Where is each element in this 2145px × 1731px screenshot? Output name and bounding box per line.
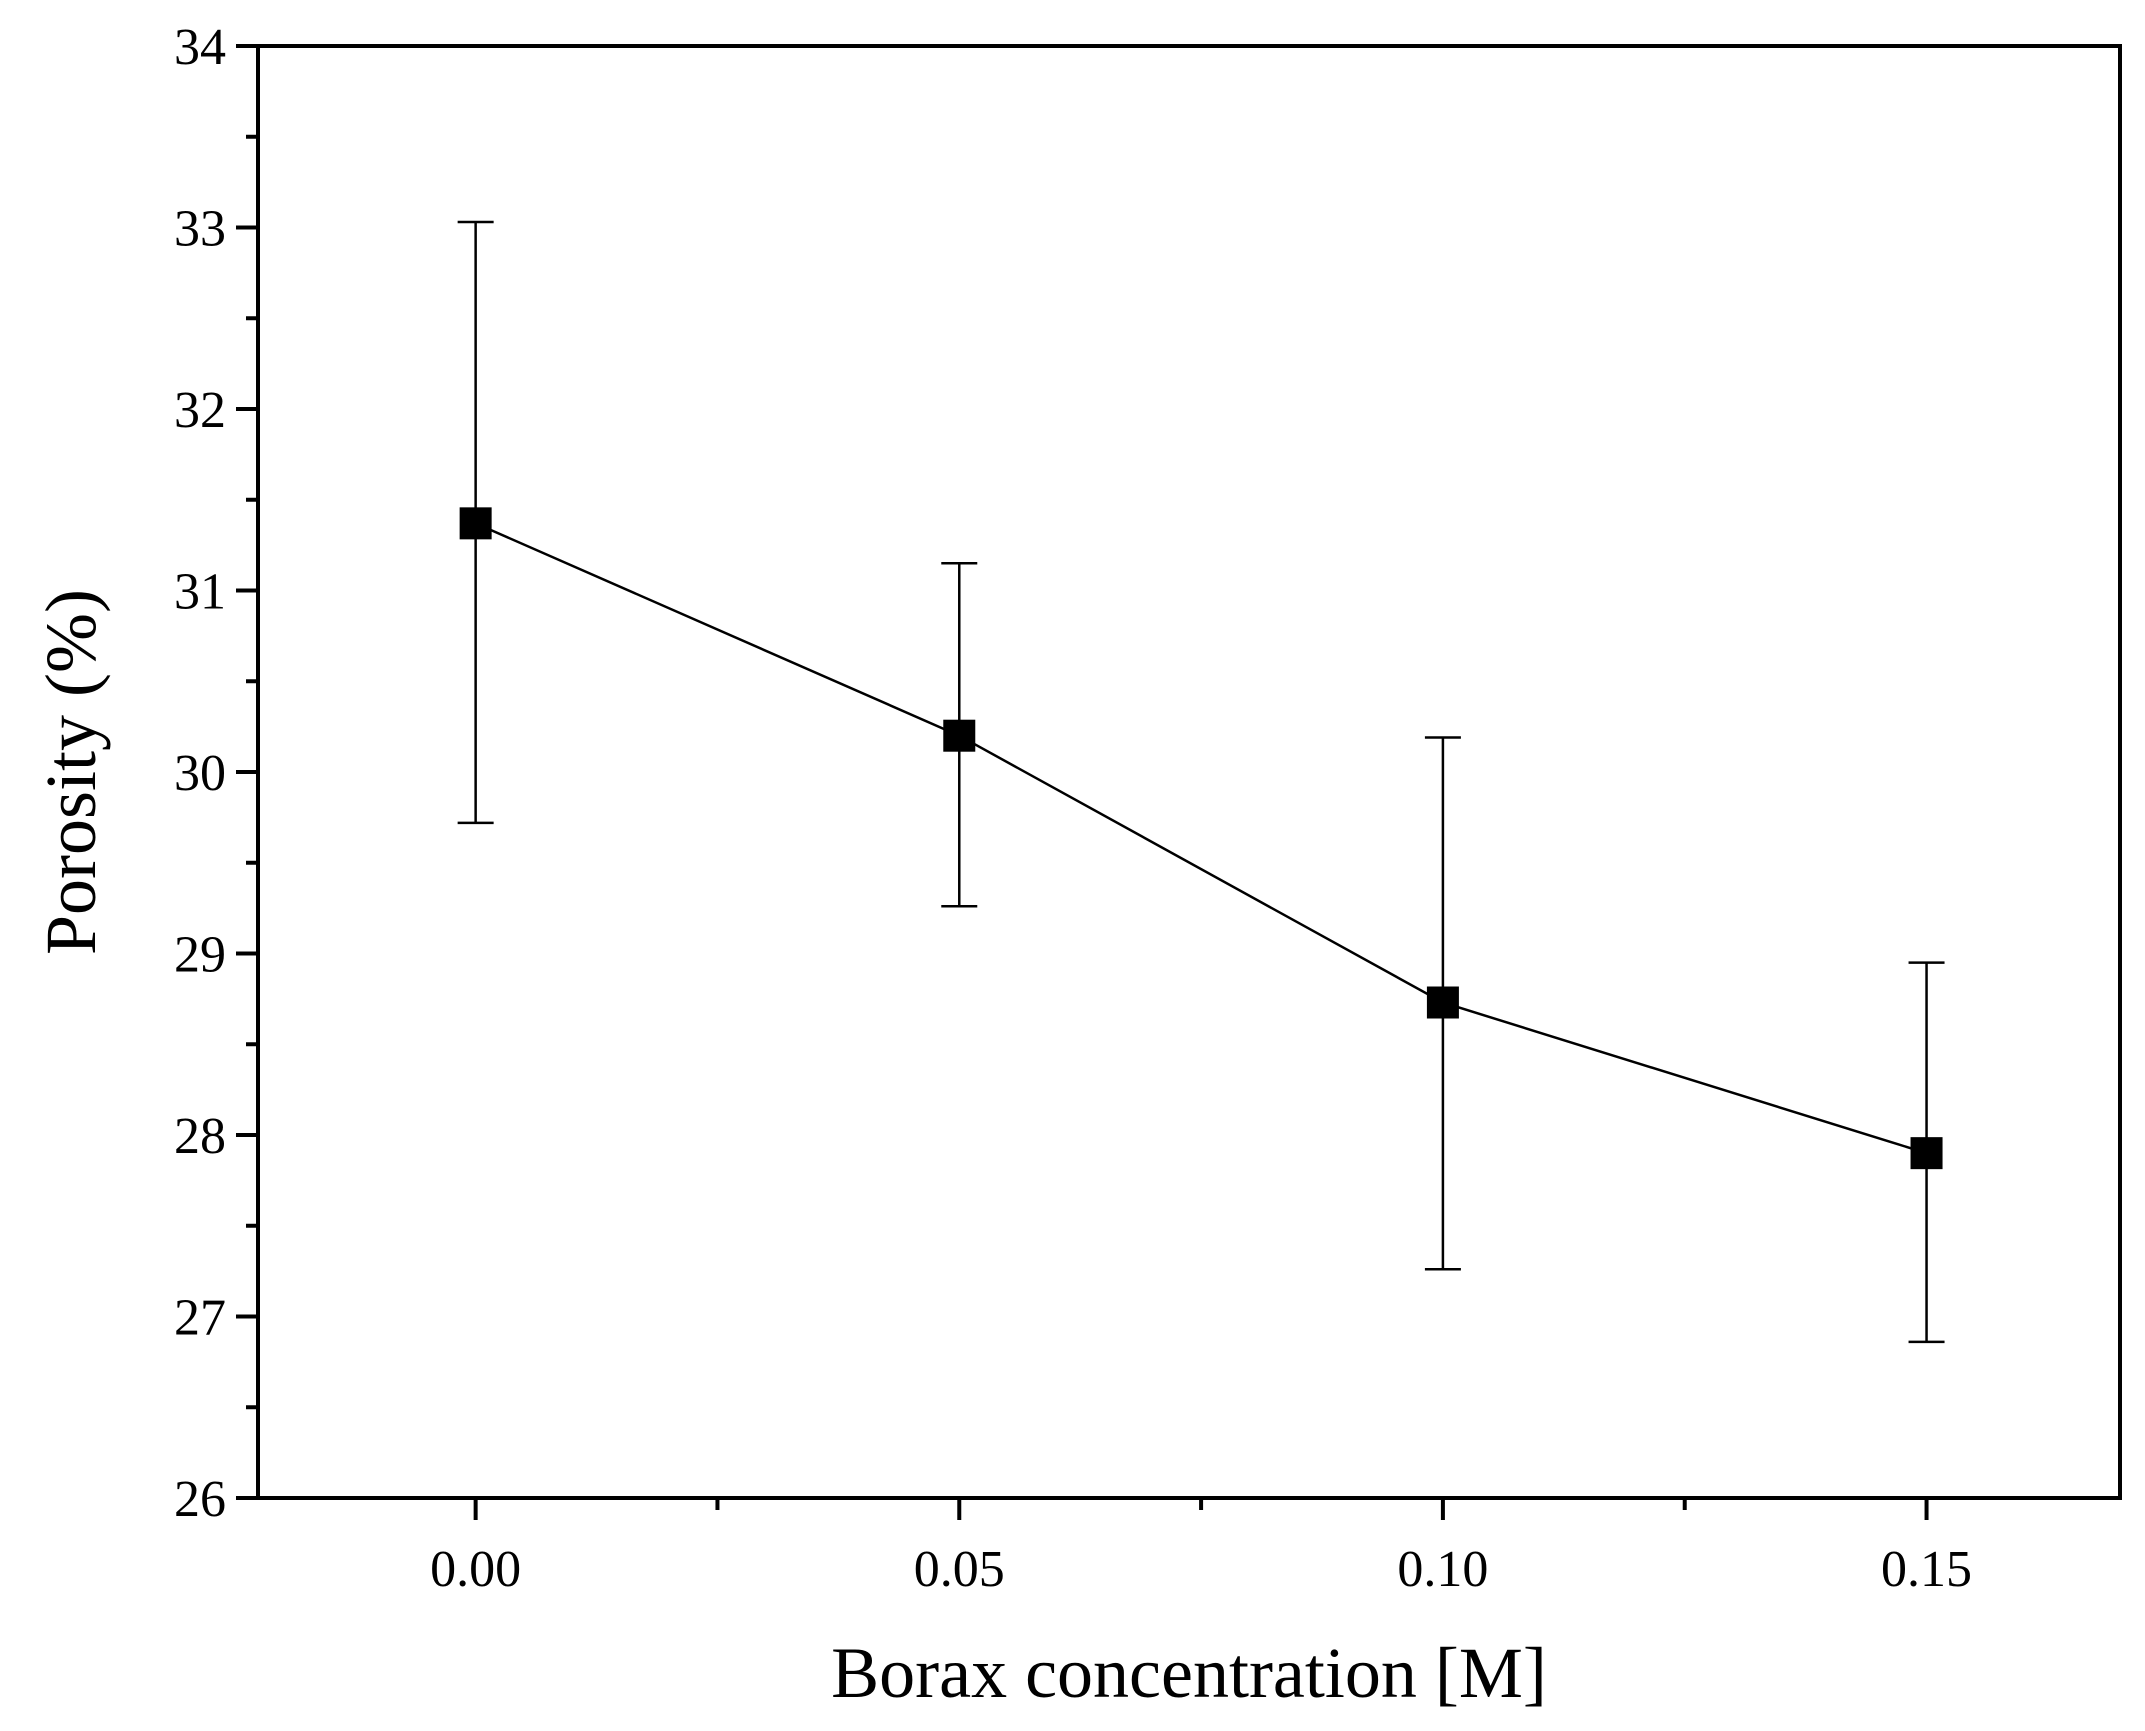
y-tick-label: 34 — [174, 19, 226, 76]
x-tick-label: 0.10 — [1397, 1541, 1488, 1598]
y-tick-label: 31 — [174, 564, 226, 621]
y-tick-label: 27 — [174, 1290, 226, 1347]
data-point-marker — [1426, 986, 1459, 1019]
data-point-marker — [1910, 1137, 1943, 1170]
y-tick-label: 30 — [174, 745, 226, 802]
x-tick-label: 0.15 — [1881, 1541, 1972, 1598]
y-tick-label: 28 — [174, 1108, 226, 1165]
y-tick-label: 33 — [174, 201, 226, 258]
data-point-marker — [459, 507, 492, 540]
x-axis-title: Borax concentration [M] — [831, 1633, 1547, 1713]
y-tick-label: 32 — [174, 382, 226, 439]
series-line — [475, 522, 1927, 1155]
data-point-marker — [943, 719, 976, 752]
data-layer — [457, 220, 1945, 1344]
y-tick-label: 29 — [174, 927, 226, 984]
y-axis-title: Porosity (%) — [31, 589, 111, 955]
plot-frame — [256, 44, 2122, 1500]
x-tick-label: 0.05 — [914, 1541, 1005, 1598]
x-tick-label: 0.00 — [430, 1541, 521, 1598]
y-tick-label: 26 — [174, 1471, 226, 1528]
axes: 26 27 28 29 30 31 32 33 34 0.00 0.05 0.10 0.15 — [174, 19, 1972, 1598]
